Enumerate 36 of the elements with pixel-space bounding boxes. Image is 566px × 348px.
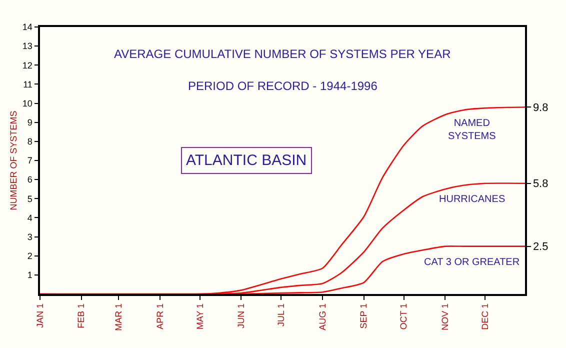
x-tick-label: SEP 1 — [358, 303, 369, 329]
x-tick-label: MAR 1 — [114, 303, 124, 331]
x-tick-label: JAN 1 — [34, 303, 45, 328]
x-tick-label: JUL 1 — [276, 303, 286, 327]
y-tick-label: 13 — [22, 41, 32, 52]
y-tick-label: 7 — [27, 156, 32, 166]
y-tick-label: 8 — [27, 136, 32, 147]
series-label: NAMED SYSTEMS — [448, 118, 496, 142]
text: AVERAGE CUMULATIVE NUMBER OF SYSTEMS PER YEAR — [114, 47, 452, 61]
y-tick-label: 1 — [27, 270, 32, 280]
x-tick-label: MAY 1 — [194, 303, 205, 330]
y-tick-label: 4 — [27, 212, 32, 223]
x-tick-label: FEB 1 — [76, 303, 86, 328]
annotation: ATLANTIC BASIN — [186, 152, 307, 169]
series-label: HURRICANES — [439, 194, 506, 205]
series-label: CAT 3 OR GREATER — [424, 257, 520, 268]
x-tick-label: JUN 1 — [236, 303, 246, 328]
y-tick-label: 14 — [22, 22, 32, 32]
y2-tick-label: 2.5 — [532, 241, 548, 254]
y-tick-label: 12 — [22, 60, 32, 70]
y-tick-label: 2 — [27, 251, 32, 262]
x-tick-label: APR 1 — [154, 303, 165, 330]
y-tick-label: 5 — [27, 194, 32, 204]
x-tick-label: AUG 1 — [317, 303, 328, 330]
y2-tick-label: 5.8 — [532, 178, 548, 190]
y-tick-label: 9 — [27, 118, 32, 128]
y-tick-label: 6 — [27, 174, 32, 185]
x-tick-label: DEC 1 — [480, 303, 490, 330]
y-axis-title: NUMBER OF SYSTEMS — [8, 110, 18, 210]
y2-tick-label: 9.8 — [532, 102, 548, 114]
y-tick-label: 10 — [22, 98, 32, 108]
y-tick-label: 3 — [27, 232, 32, 242]
text: PERIOD OF RECORD - 1944-1996 — [188, 79, 378, 93]
x-tick-label: NOV 1 — [440, 303, 450, 330]
x-tick-label: OCT 1 — [398, 303, 409, 330]
y-tick-label: 11 — [23, 79, 32, 90]
